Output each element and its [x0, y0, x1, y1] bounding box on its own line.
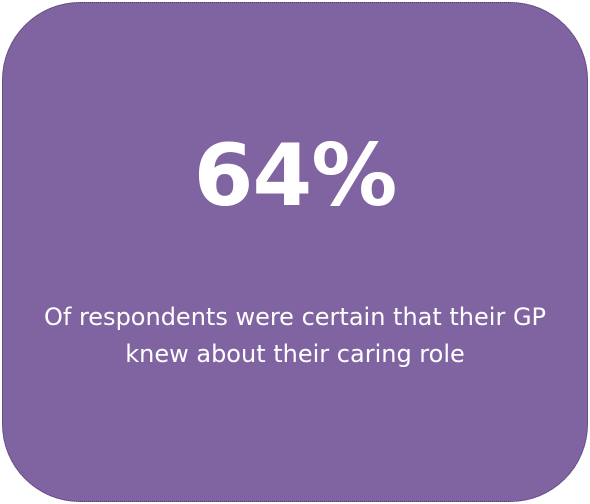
stat-caption: Of respondents were certain that their G…	[43, 303, 547, 368]
stat-value: 64%	[193, 126, 398, 226]
